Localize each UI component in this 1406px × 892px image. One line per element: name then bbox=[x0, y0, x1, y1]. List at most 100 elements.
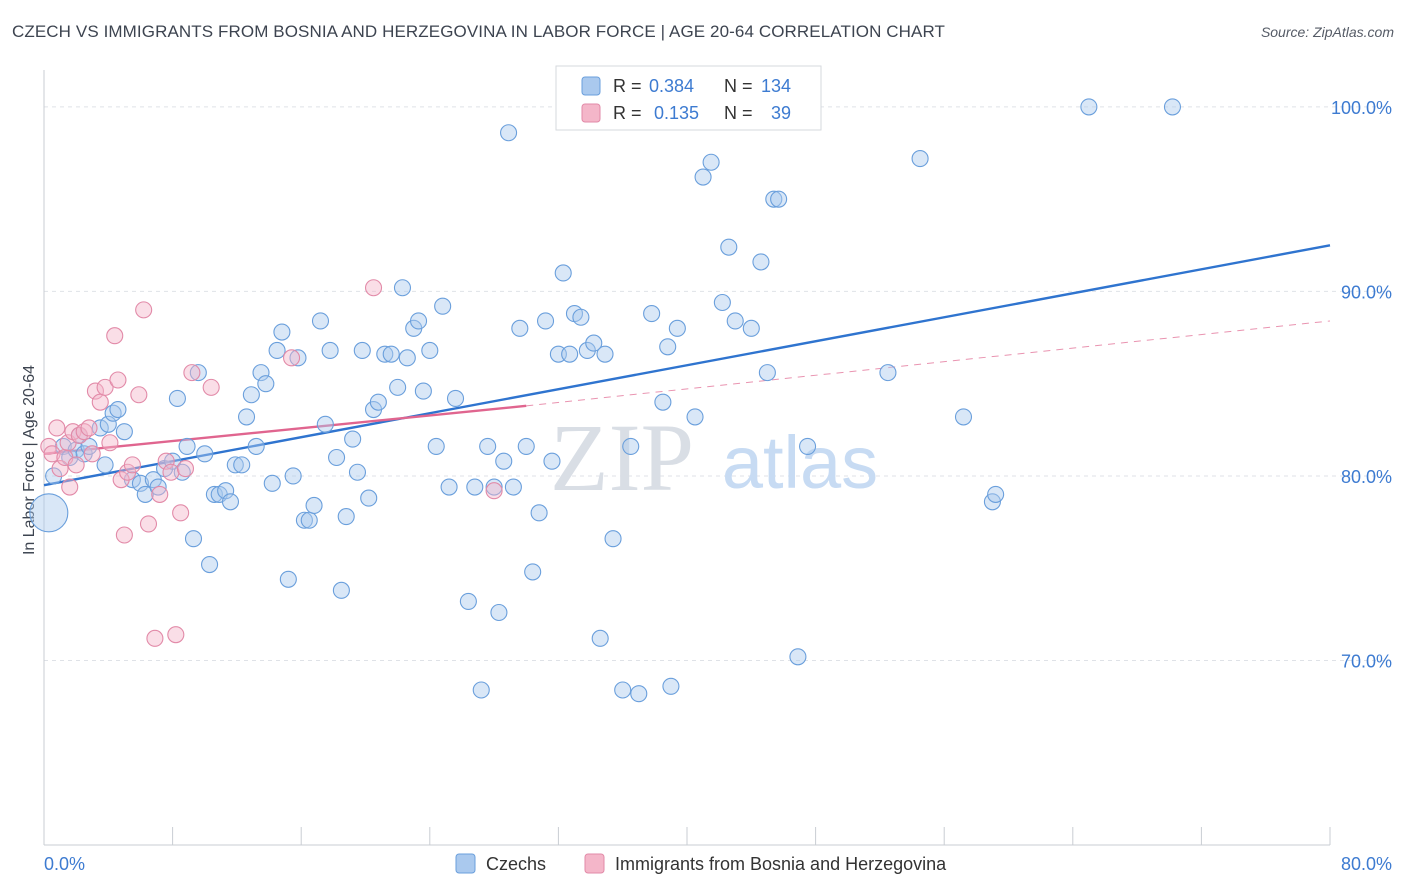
czechs-point bbox=[321, 341, 339, 360]
czechs-point bbox=[434, 297, 452, 315]
czechs-point bbox=[622, 437, 640, 455]
czechs-points bbox=[29, 98, 1182, 703]
czechs-point bbox=[472, 681, 490, 699]
bosnia-point bbox=[109, 371, 127, 389]
source-label: Source: ZipAtlas.com bbox=[1260, 24, 1394, 40]
czechs-point bbox=[440, 478, 458, 496]
czechs-point bbox=[479, 437, 497, 455]
czechs-point bbox=[726, 312, 744, 330]
y-tick-label: 90.0% bbox=[1341, 282, 1392, 302]
bosnia-point bbox=[48, 419, 66, 437]
czechs-point bbox=[257, 375, 275, 393]
bosnia-point bbox=[202, 378, 220, 396]
bosnia-point bbox=[146, 629, 164, 647]
bosnia-point bbox=[162, 463, 180, 481]
bosnia-n-value: 39 bbox=[771, 103, 791, 123]
bosnia-point bbox=[123, 456, 141, 474]
czechs-point bbox=[554, 264, 572, 282]
czechs-point bbox=[561, 345, 579, 363]
czechs-point bbox=[614, 681, 632, 699]
bosnia-point bbox=[67, 456, 85, 474]
tick-labels: 70.0% 80.0% 90.0% 100.0% 0.0% 80.0% bbox=[44, 98, 1392, 874]
czechs-point bbox=[954, 408, 973, 426]
czechs-point bbox=[205, 485, 223, 503]
czechs-point bbox=[242, 386, 260, 404]
bosnia-point bbox=[283, 349, 301, 367]
czechs-point bbox=[758, 364, 776, 382]
czechs-point bbox=[201, 555, 219, 574]
czechs-point bbox=[332, 581, 350, 599]
y-tick-label: 70.0% bbox=[1341, 651, 1392, 671]
czechs-point bbox=[668, 319, 686, 337]
czechs-point bbox=[109, 400, 127, 419]
czechs-point bbox=[295, 511, 313, 529]
czechs-point bbox=[742, 319, 760, 337]
czechs-point bbox=[466, 478, 484, 496]
czechs-point bbox=[495, 452, 513, 470]
czechs-point bbox=[99, 415, 117, 433]
czechs-point bbox=[765, 190, 783, 208]
czechs-point bbox=[770, 190, 788, 208]
czechs-point bbox=[504, 478, 522, 496]
czechs-point bbox=[789, 648, 807, 666]
trend-lines bbox=[43, 244, 1331, 487]
bosnia-point bbox=[115, 526, 133, 544]
bosnia-points bbox=[40, 279, 503, 647]
czechs-point bbox=[459, 592, 477, 610]
czechs-point bbox=[543, 452, 561, 470]
bosnia-point bbox=[139, 515, 158, 533]
czechs-trend-line bbox=[43, 244, 1331, 487]
czechs-point bbox=[630, 685, 648, 703]
czechs-point bbox=[376, 345, 394, 363]
czechs-point bbox=[393, 279, 412, 297]
czechs-point bbox=[221, 493, 240, 511]
czechs-point bbox=[237, 408, 256, 426]
czechs-point bbox=[591, 629, 609, 647]
czechs-point bbox=[530, 504, 548, 522]
czechs-point bbox=[337, 507, 355, 526]
czechs-point bbox=[268, 341, 286, 360]
czechs-point bbox=[654, 393, 672, 411]
bosnia-point bbox=[80, 419, 98, 437]
bosnia-point bbox=[43, 445, 61, 463]
czechs-point bbox=[96, 456, 114, 474]
gridlines bbox=[44, 106, 1390, 661]
bosnia-point bbox=[167, 626, 185, 644]
bosnia-point bbox=[172, 504, 190, 522]
bosnia-point bbox=[135, 301, 153, 319]
legend-bosnia-label: Immigrants from Bosnia and Herzegovina bbox=[615, 854, 947, 874]
czechs-point bbox=[446, 389, 465, 408]
czechs-point bbox=[720, 238, 738, 256]
czechs-point bbox=[226, 456, 244, 474]
watermark: ZIP atlas bbox=[550, 404, 878, 511]
czechs-point bbox=[328, 448, 346, 467]
watermark-zip: ZIP bbox=[550, 404, 694, 511]
bosnia-trend-line bbox=[43, 404, 527, 456]
czechs-point bbox=[643, 305, 661, 323]
czechs-point bbox=[247, 437, 265, 455]
bosnia-r-value: 0.135 bbox=[654, 103, 699, 123]
czechs-point bbox=[382, 345, 400, 363]
czechs-r-label: R = bbox=[613, 76, 642, 96]
czechs-point bbox=[485, 478, 503, 496]
czechs-point bbox=[987, 485, 1005, 503]
x-tick-label: 80.0% bbox=[1341, 854, 1392, 874]
czechs-point bbox=[305, 496, 323, 515]
czechs-n-value: 134 bbox=[761, 76, 791, 96]
axes bbox=[43, 70, 1331, 846]
y-tick-label: 100.0% bbox=[1331, 98, 1392, 118]
czechs-point bbox=[694, 168, 712, 186]
bosnia-point bbox=[157, 452, 175, 470]
czechs-point bbox=[178, 437, 196, 455]
czechs-point bbox=[389, 378, 407, 396]
czechs-point bbox=[168, 389, 186, 408]
bosnia-r-label: R = bbox=[613, 103, 642, 123]
legend-bosnia-swatch bbox=[584, 853, 605, 874]
czechs-point bbox=[911, 150, 929, 168]
chart-title: CZECH VS IMMIGRANTS FROM BOSNIA AND HERZ… bbox=[12, 22, 946, 41]
czechs-point bbox=[273, 323, 291, 341]
czechs-r-value: 0.384 bbox=[649, 76, 694, 96]
bosnia-point bbox=[101, 434, 119, 452]
czechs-point bbox=[414, 382, 432, 400]
